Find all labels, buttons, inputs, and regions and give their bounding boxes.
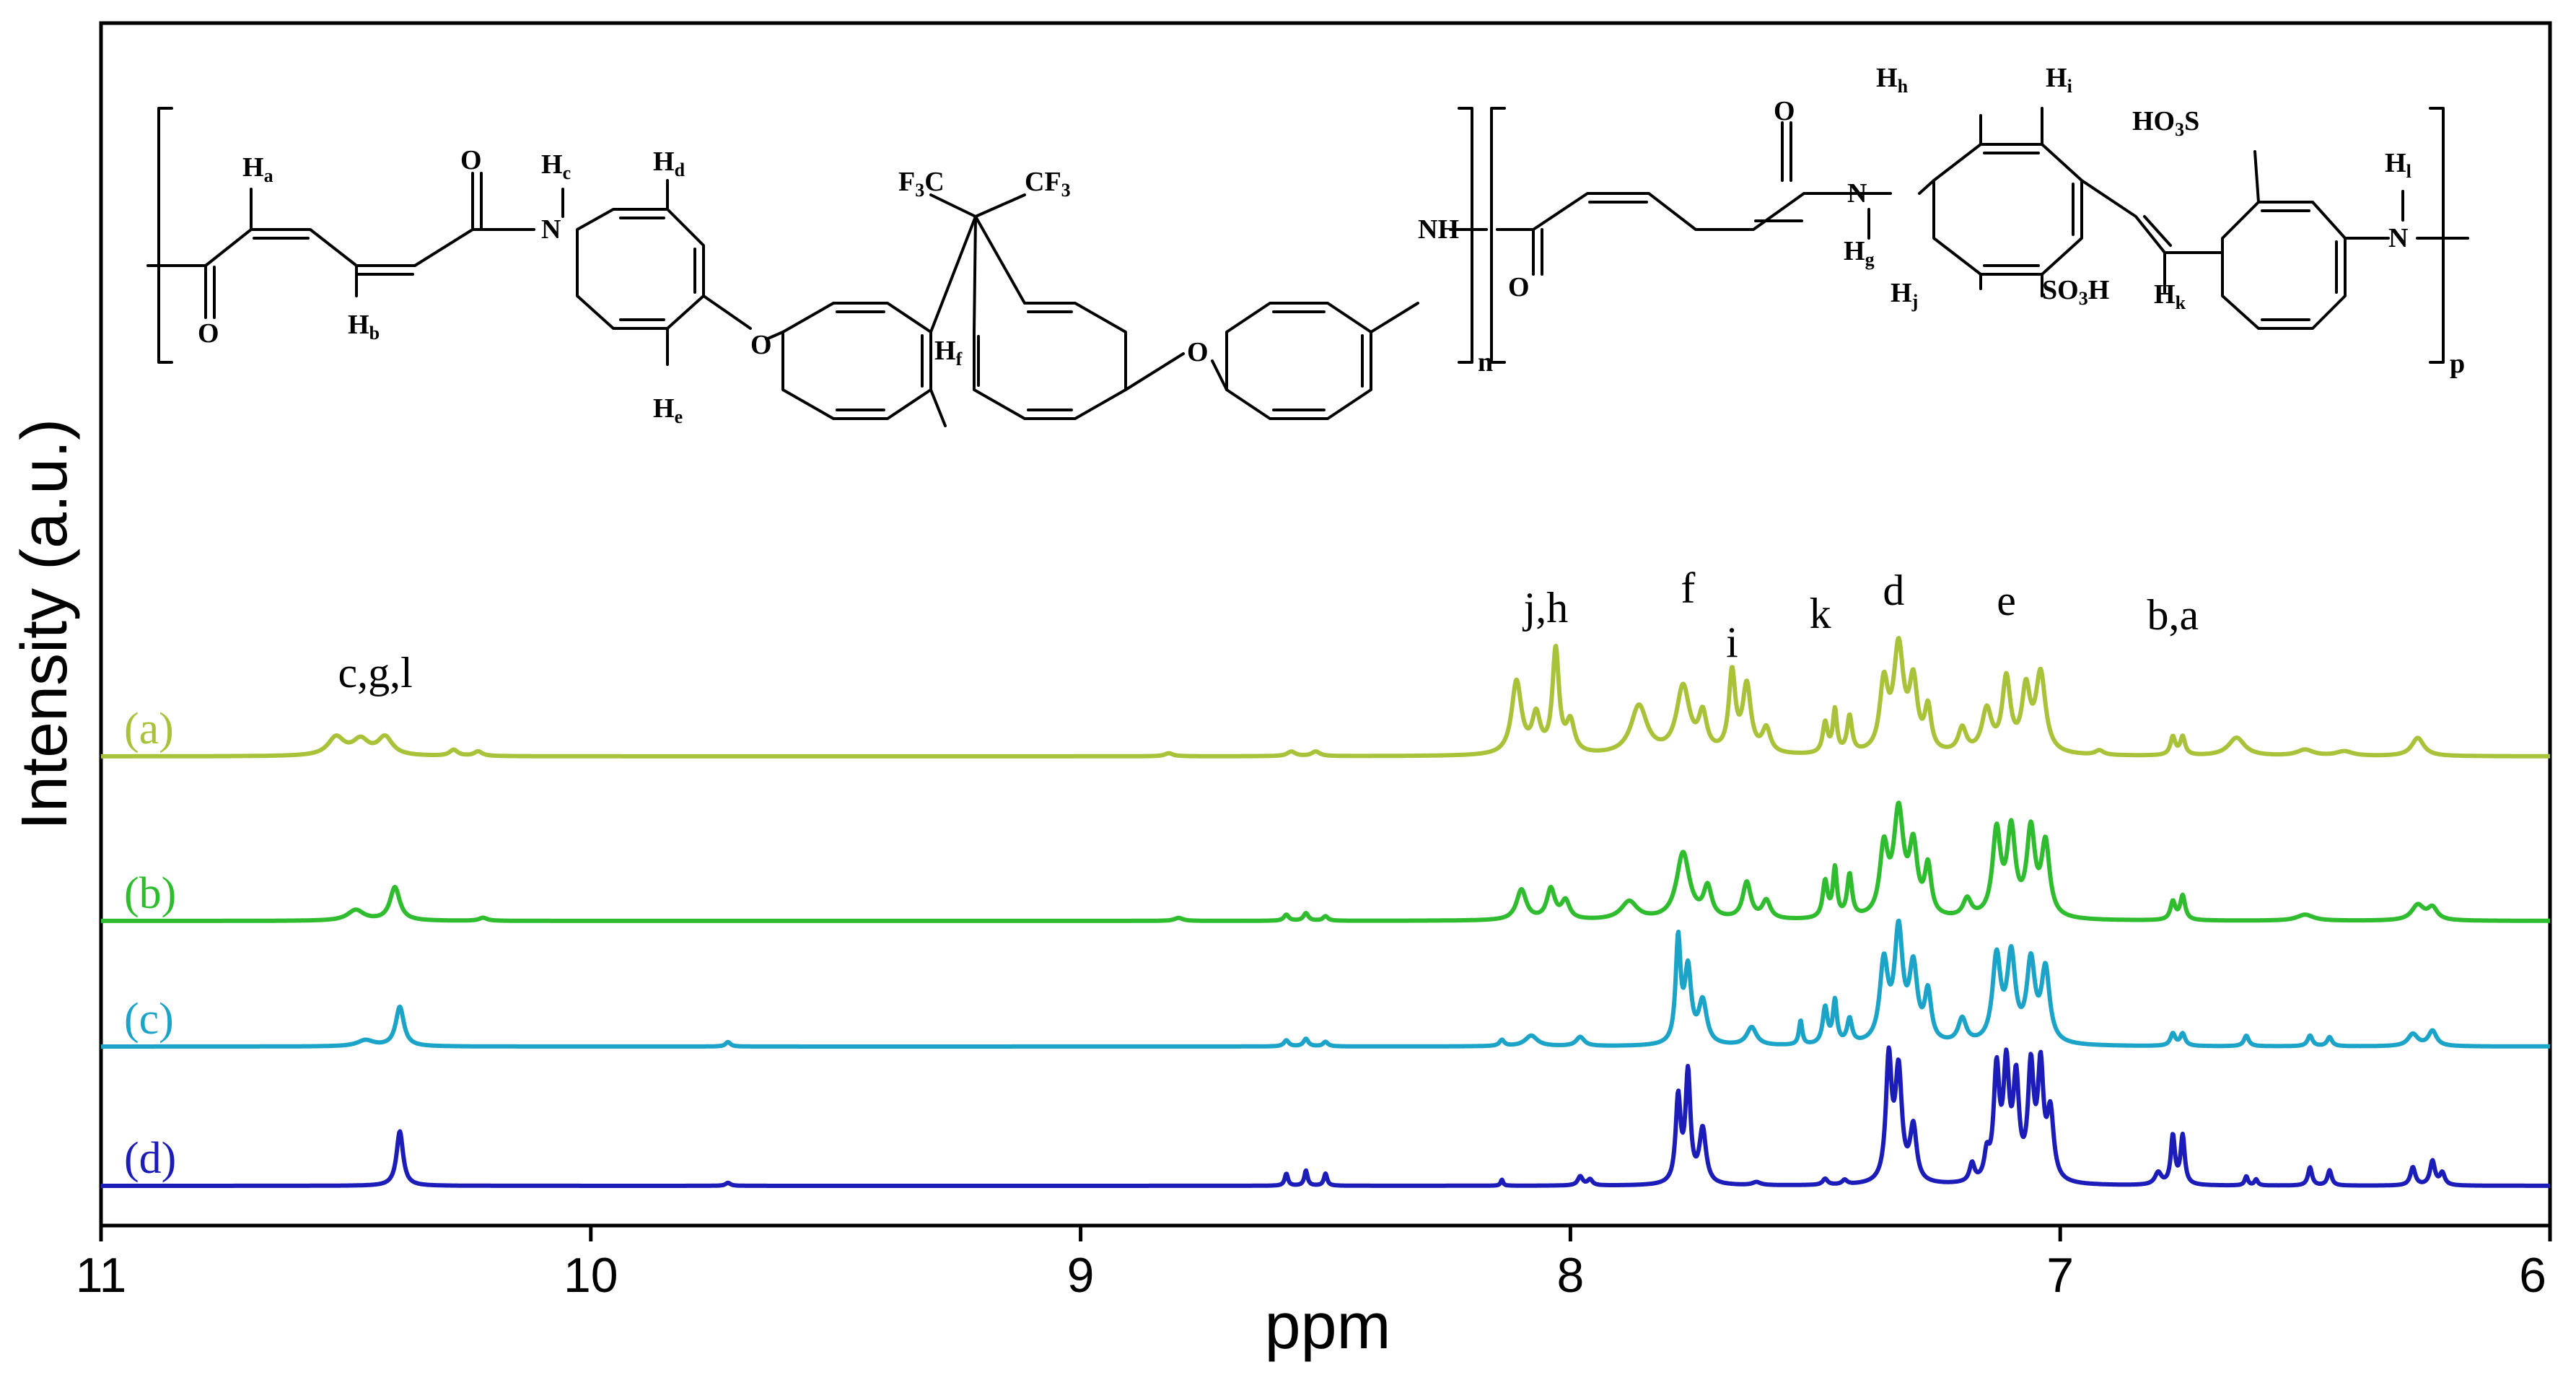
structure-text: Ha Hb O O Hc N Hd He O F3C CF3 Hf O NH n… — [198, 63, 2465, 427]
svg-text:O: O — [198, 318, 219, 349]
series-label-a: (a) — [124, 704, 174, 754]
bracket-p-left — [1490, 107, 1506, 364]
bracket-n-left — [157, 107, 173, 364]
x-tick-label: 10 — [564, 1248, 618, 1303]
peak-label: e — [1997, 577, 2016, 624]
svg-text:Hh: Hh — [1876, 63, 1909, 97]
svg-text:N: N — [541, 214, 561, 245]
peak-label: j,h — [1523, 584, 1569, 632]
plot-frame — [99, 21, 2552, 1228]
svg-text:Hl: Hl — [2385, 148, 2411, 182]
x-tick-label: 8 — [1556, 1248, 1584, 1303]
svg-text:NH: NH — [1418, 214, 1459, 245]
svg-text:Hg: Hg — [1844, 236, 1875, 270]
spectrum-line-c — [100, 918, 2551, 1049]
spectrum-line-a — [100, 636, 2551, 759]
svg-text:HO3S: HO3S — [2132, 106, 2199, 140]
svg-text:N: N — [1847, 178, 1867, 209]
svg-text:O: O — [1774, 96, 1795, 126]
bracket-n-right — [1458, 107, 1473, 364]
peak-labels: c,g,l j,h fi k d e b,a — [338, 564, 2199, 696]
chemical-structure — [146, 107, 2469, 427]
svg-text:F3C: F3C — [898, 167, 945, 201]
series-label-b: (b) — [124, 869, 176, 918]
x-axis-label: ppm — [1264, 1291, 1390, 1363]
spectrum-line-b — [100, 800, 2551, 923]
svg-text:N: N — [2388, 223, 2408, 253]
peak-label: k — [1810, 590, 1831, 637]
svg-text:He: He — [653, 393, 683, 427]
peak-label: i — [1726, 619, 1738, 666]
x-axis-ticks: 11 10 9 8 7 6 — [76, 1226, 2552, 1303]
svg-text:p: p — [2450, 349, 2465, 379]
peak-label: b,a — [2147, 591, 2199, 639]
peak-label: c,g,l — [338, 649, 412, 696]
x-tick-label: 9 — [1067, 1248, 1095, 1303]
series-label-c: (c) — [124, 995, 174, 1044]
spectrum-line-d — [100, 1045, 2551, 1188]
x-tick-label: 7 — [2046, 1248, 2074, 1303]
series-label-d: (d) — [124, 1134, 176, 1183]
svg-text:n: n — [1478, 347, 1493, 377]
spectra-group — [100, 636, 2551, 1188]
svg-text:Hd: Hd — [653, 147, 685, 180]
x-tick-label: 6 — [2519, 1248, 2546, 1303]
bracket-p-right — [2429, 107, 2445, 364]
svg-text:SO3H: SO3H — [2042, 275, 2109, 309]
svg-text:Hi: Hi — [2046, 63, 2072, 97]
peak-label: f — [1681, 564, 1695, 612]
svg-text:Hk: Hk — [2154, 279, 2186, 313]
svg-text:Hc: Hc — [541, 149, 571, 183]
svg-text:O: O — [1187, 337, 1209, 367]
svg-text:O: O — [460, 145, 482, 175]
y-axis-label: Intensity (a.u.) — [9, 419, 81, 830]
svg-text:Ha: Ha — [242, 152, 273, 186]
peak-label: d — [1883, 567, 1904, 614]
x-tick-label: 11 — [76, 1248, 127, 1303]
svg-text:Hf: Hf — [934, 336, 963, 370]
svg-text:Hj: Hj — [1891, 278, 1918, 312]
svg-text:Hb: Hb — [348, 310, 380, 344]
svg-text:O: O — [1508, 272, 1530, 302]
svg-text:CF3: CF3 — [1025, 167, 1071, 201]
series-labels: (a) (b) (c) (d) — [124, 704, 176, 1183]
svg-text:O: O — [750, 330, 772, 360]
